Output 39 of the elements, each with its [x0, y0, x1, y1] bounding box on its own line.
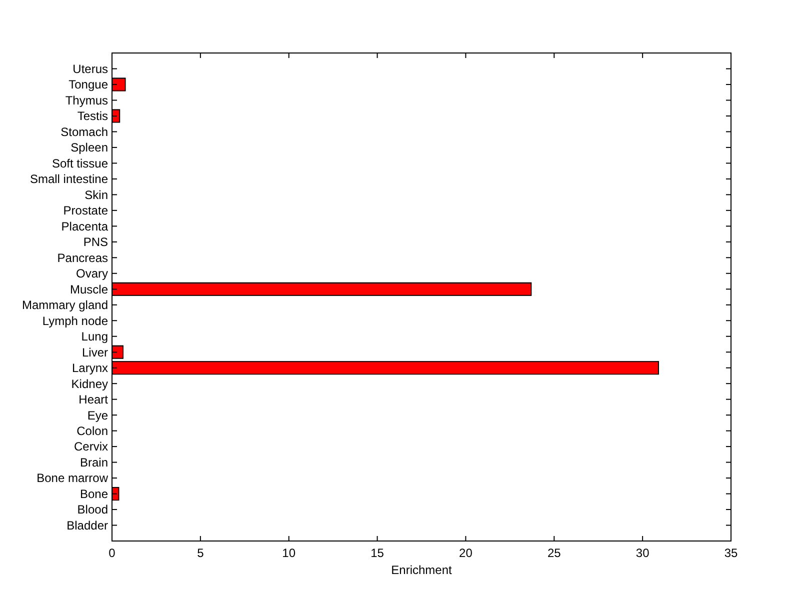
y-tick-label: Lung	[81, 330, 108, 344]
y-tick-label: Kidney	[71, 376, 108, 391]
y-tick-label: Pancreas	[57, 250, 108, 265]
y-tick-label: Bone marrow	[36, 471, 108, 486]
y-tick-label: Larynx	[72, 361, 108, 376]
y-tick-label: Eye	[87, 408, 108, 422]
y-tick-label: Mammary gland	[22, 298, 108, 312]
x-axis-title: Enrichment	[391, 563, 453, 577]
y-tick-label: Colon	[76, 424, 108, 438]
x-tick-label: 15	[370, 546, 384, 560]
y-tick-label: Lymph node	[42, 314, 108, 328]
y-tick-label: Cervix	[74, 440, 108, 454]
x-tick-label: 20	[459, 546, 473, 560]
x-tick-label: 0	[108, 546, 116, 560]
x-tick-label: 10	[282, 546, 296, 560]
y-tick-label: Liver	[82, 345, 108, 360]
y-tick-label: Spleen	[70, 140, 108, 155]
y-tick-label: Soft tissue	[52, 156, 108, 170]
x-tick-label: 35	[724, 546, 738, 560]
y-tick-label: Bladder	[66, 518, 108, 532]
y-tick-label: Brain	[80, 455, 108, 470]
x-tick-label: 5	[197, 546, 204, 560]
y-tick-label: Thymus	[65, 93, 108, 108]
y-tick-label: Blood	[77, 502, 108, 517]
y-tick-label: Ovary	[76, 266, 108, 281]
x-tick-label: 25	[547, 546, 562, 560]
y-tick-label: PNS	[83, 235, 108, 250]
y-tick-label: Stomach	[60, 124, 108, 139]
y-tick-label: Bone	[80, 486, 108, 501]
y-tick-label: Testis	[77, 109, 108, 124]
y-tick-label: Prostate	[63, 204, 108, 218]
y-tick-label: Muscle	[70, 282, 108, 296]
y-tick-label: Small intestine	[30, 172, 108, 186]
x-tick-label: 30	[636, 546, 650, 560]
y-tick-label: Skin	[84, 188, 108, 202]
y-tick-label: Heart	[78, 392, 109, 407]
y-tick-label: Uterus	[72, 62, 108, 76]
y-tick-label: Placenta	[61, 219, 108, 234]
y-tick-label: Tongue	[68, 78, 108, 92]
